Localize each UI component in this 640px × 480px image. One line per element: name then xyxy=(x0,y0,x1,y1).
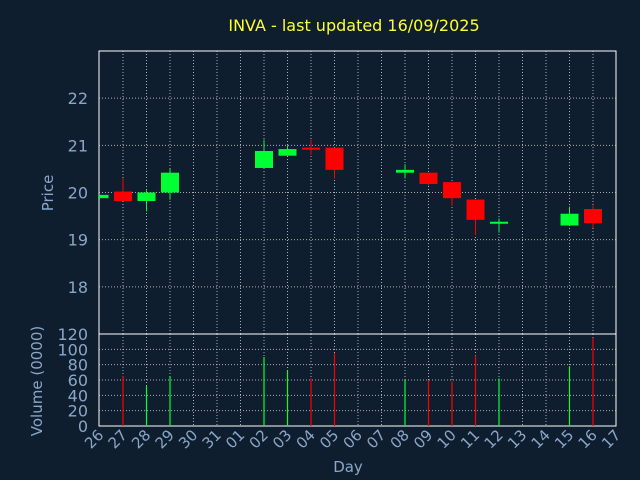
candle-body xyxy=(584,209,602,224)
candle-body xyxy=(99,194,109,199)
price-candles xyxy=(99,139,602,235)
candle-02 xyxy=(255,139,273,168)
candle-body xyxy=(255,150,273,168)
candle-28 xyxy=(137,190,156,212)
candle-body xyxy=(443,182,461,199)
candle-04 xyxy=(302,139,320,155)
candle-body xyxy=(560,213,579,226)
chart-title: INVA - last updated 16/09/2025 xyxy=(228,16,479,35)
x-axis-label: Day xyxy=(333,458,363,476)
price-y-tick-label: 22 xyxy=(68,89,88,108)
volume-y-label: Volume (0000) xyxy=(28,326,46,436)
volume-y-tick-label: 100 xyxy=(57,340,88,359)
candle-body xyxy=(114,191,132,201)
volume-bars xyxy=(122,337,594,426)
volume-y-tick-label: 60 xyxy=(68,371,88,390)
candle-29 xyxy=(161,168,179,200)
candle-body xyxy=(419,172,438,185)
candle-body xyxy=(325,147,344,170)
candle-15 xyxy=(560,206,579,226)
candle-12 xyxy=(490,218,508,233)
candle-body xyxy=(161,172,179,193)
price-y-label: Price xyxy=(39,175,57,212)
x-ticks: 2627282930310102030405060708091011121314… xyxy=(81,426,624,452)
candle-27 xyxy=(114,178,132,201)
candle-03 xyxy=(278,145,297,156)
candle-16 xyxy=(584,205,602,228)
candle-05 xyxy=(325,147,344,179)
candle-10 xyxy=(443,182,461,206)
volume-y-tick-label: 120 xyxy=(57,325,88,344)
price-y-tick-label: 20 xyxy=(68,184,88,203)
candle-26 xyxy=(99,194,109,200)
volume-y-tick-label: 0 xyxy=(78,417,88,436)
price-panel: 18 19 20 21 22 Price xyxy=(39,50,617,335)
volume-y-tick-label: 80 xyxy=(68,356,88,375)
candle-body xyxy=(490,221,508,224)
candle-body xyxy=(137,192,156,201)
candle-09 xyxy=(419,172,438,186)
price-y-tick-label: 19 xyxy=(68,231,88,250)
candle-body xyxy=(302,147,320,150)
price-y-ticks: 18 19 20 21 22 xyxy=(68,89,88,297)
candle-body xyxy=(278,149,297,156)
volume-y-tick-label: 20 xyxy=(68,402,88,421)
candle-08 xyxy=(396,164,414,179)
volume-y-tick-label: 40 xyxy=(68,386,88,405)
price-y-tick-label: 18 xyxy=(68,278,88,297)
volume-grid xyxy=(99,334,616,426)
candle-11 xyxy=(466,199,485,235)
candle-body xyxy=(396,169,414,173)
candle-body xyxy=(466,199,485,220)
price-y-tick-label: 21 xyxy=(68,136,88,155)
